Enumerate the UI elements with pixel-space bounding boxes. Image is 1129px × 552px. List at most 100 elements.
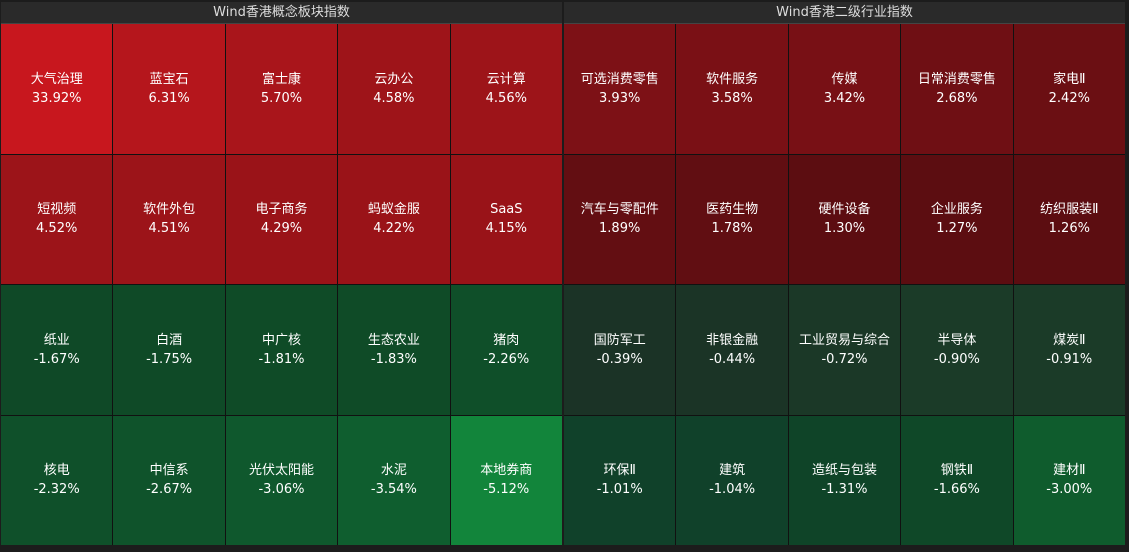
tile[interactable]: SaaS 4.15% <box>450 154 562 284</box>
tile-change: 1.30% <box>823 221 866 237</box>
tile[interactable]: 纺织服装Ⅱ 1.26% <box>1013 154 1125 284</box>
tile-change: 1.27% <box>936 221 978 237</box>
tile-name: 企业服务 <box>930 202 983 218</box>
tile[interactable]: 大气治理 33.92% <box>1 24 113 154</box>
tile[interactable]: 造纸与包装 -1.31% <box>788 415 901 545</box>
tile[interactable]: 钢铁Ⅱ -1.66% <box>901 415 1013 545</box>
tile-name: 家电Ⅱ <box>1053 71 1086 87</box>
tile-name: 建材Ⅱ <box>1053 463 1086 479</box>
tile-change: -1.75% <box>146 351 193 367</box>
tile[interactable]: 富士康 5.70% <box>225 24 338 154</box>
tile-name: 软件服务 <box>706 71 759 87</box>
tile-name: 软件外包 <box>143 202 196 218</box>
tile-name: 可选消费零售 <box>580 71 659 87</box>
tile-change: -0.90% <box>933 351 980 367</box>
tile[interactable]: 日常消费零售 2.68% <box>901 24 1013 154</box>
tile-change: 4.51% <box>148 221 190 237</box>
tile[interactable]: 白酒 -1.75% <box>113 285 225 415</box>
tile[interactable]: 蓝宝石 6.31% <box>113 24 225 154</box>
tile-change: -0.91% <box>1046 351 1093 367</box>
tile[interactable]: 非银金融 -0.44% <box>676 285 788 415</box>
tile[interactable]: 软件服务 3.58% <box>676 24 788 154</box>
tile[interactable]: 环保Ⅱ -1.01% <box>564 415 676 545</box>
tile-change: 2.42% <box>1048 90 1090 106</box>
tile-change: 1.89% <box>599 221 641 237</box>
tile-change: -5.12% <box>483 482 530 498</box>
tile-name: 生态农业 <box>367 332 420 348</box>
tile[interactable]: 建筑 -1.04% <box>676 415 788 545</box>
tile[interactable]: 生态农业 -1.83% <box>338 285 450 415</box>
tile[interactable]: 企业服务 1.27% <box>901 154 1013 284</box>
tile-name: 核电 <box>43 463 70 479</box>
tile-change: -1.31% <box>821 482 868 498</box>
tile-name: 建筑 <box>719 463 746 479</box>
tile[interactable]: 电子商务 4.29% <box>225 154 338 284</box>
tile[interactable]: 可选消费零售 3.93% <box>564 24 676 154</box>
tile-change: -0.39% <box>596 351 643 367</box>
tile-name: 汽车与零配件 <box>580 202 659 218</box>
tile-name: 国防军工 <box>593 332 646 348</box>
tile[interactable]: 工业贸易与综合 -0.72% <box>788 285 901 415</box>
tile-change: -2.32% <box>33 482 80 498</box>
panel: Wind香港二级行业指数 可选消费零售 3.93% 软件服务 3.58% 传媒 3.42% 日… <box>564 2 1125 545</box>
tile-name: 云办公 <box>374 71 414 87</box>
tile-change: -0.72% <box>821 351 868 367</box>
tile-name: 中广核 <box>261 332 301 348</box>
tile[interactable]: 医药生物 1.78% <box>676 154 788 284</box>
panel-title: Wind香港概念板块指数 <box>1 2 562 24</box>
tile[interactable]: 猪肉 -2.26% <box>450 285 562 415</box>
tile-grid: 大气治理 33.92% 蓝宝石 6.31% 富士康 5.70% 云办公 4.58% 云计算 4.5… <box>1 24 562 545</box>
tile-change: -1.81% <box>258 351 305 367</box>
tile-change: 4.29% <box>260 221 303 237</box>
tile[interactable]: 中广核 -1.81% <box>225 285 338 415</box>
tile[interactable]: 蚂蚁金服 4.22% <box>338 154 450 284</box>
tile-change: 33.92% <box>31 90 82 106</box>
panel: Wind香港概念板块指数 大气治理 33.92% 蓝宝石 6.31% 富士康 5.70% 云办… <box>1 2 562 545</box>
tile[interactable]: 家电Ⅱ 2.42% <box>1013 24 1125 154</box>
tile-name: 煤炭Ⅱ <box>1053 332 1086 348</box>
tile[interactable]: 水泥 -3.54% <box>338 415 450 545</box>
tile[interactable]: 光伏太阳能 -3.06% <box>225 415 338 545</box>
tile-change: 5.70% <box>260 90 303 106</box>
tile[interactable]: 国防军工 -0.39% <box>564 285 676 415</box>
tile-name: 造纸与包装 <box>811 463 877 479</box>
tile-change: 4.15% <box>485 221 527 237</box>
tile[interactable]: 软件外包 4.51% <box>113 154 225 284</box>
tile-name: 传媒 <box>831 71 858 87</box>
tile[interactable]: 云办公 4.58% <box>338 24 450 154</box>
tile-name: 白酒 <box>156 332 183 348</box>
tile-grid: 可选消费零售 3.93% 软件服务 3.58% 传媒 3.42% 日常消费零售 2.68% 家电… <box>564 24 1125 545</box>
tile-change: 1.26% <box>1048 221 1090 237</box>
tile-change: 3.58% <box>711 90 753 106</box>
tile-name: 非银金融 <box>706 332 759 348</box>
tile-change: 4.52% <box>36 221 78 237</box>
tile[interactable]: 短视频 4.52% <box>1 154 113 284</box>
tile-change: -1.04% <box>709 482 756 498</box>
tile-name: 蓝宝石 <box>149 71 189 87</box>
tile[interactable]: 云计算 4.56% <box>450 24 562 154</box>
tile-name: 纸业 <box>43 332 70 348</box>
tile[interactable]: 核电 -2.32% <box>1 415 113 545</box>
tile[interactable]: 汽车与零配件 1.89% <box>564 154 676 284</box>
tile-name: 纺织服装Ⅱ <box>1040 202 1099 218</box>
tile[interactable]: 半导体 -0.90% <box>901 285 1013 415</box>
tile-change: 6.31% <box>148 90 190 106</box>
tile[interactable]: 传媒 3.42% <box>788 24 901 154</box>
tile-name: 日常消费零售 <box>917 71 996 87</box>
tile[interactable]: 煤炭Ⅱ -0.91% <box>1013 285 1125 415</box>
tile-change: -1.83% <box>370 351 417 367</box>
tile-name: 短视频 <box>37 202 77 218</box>
tile-name: 中信系 <box>149 463 189 479</box>
tile-name: 水泥 <box>380 463 407 479</box>
tile-change: -2.67% <box>146 482 193 498</box>
tile[interactable]: 本地券商 -5.12% <box>450 415 562 545</box>
tile-change: -2.26% <box>483 351 530 367</box>
tile-change: 4.58% <box>373 90 415 106</box>
tile[interactable]: 建材Ⅱ -3.00% <box>1013 415 1125 545</box>
tile[interactable]: 纸业 -1.67% <box>1 285 113 415</box>
tile[interactable]: 硬件设备 1.30% <box>788 154 901 284</box>
tile[interactable]: 中信系 -2.67% <box>113 415 225 545</box>
tile-name: 猪肉 <box>493 332 520 348</box>
tile-name: 电子商务 <box>255 202 308 218</box>
